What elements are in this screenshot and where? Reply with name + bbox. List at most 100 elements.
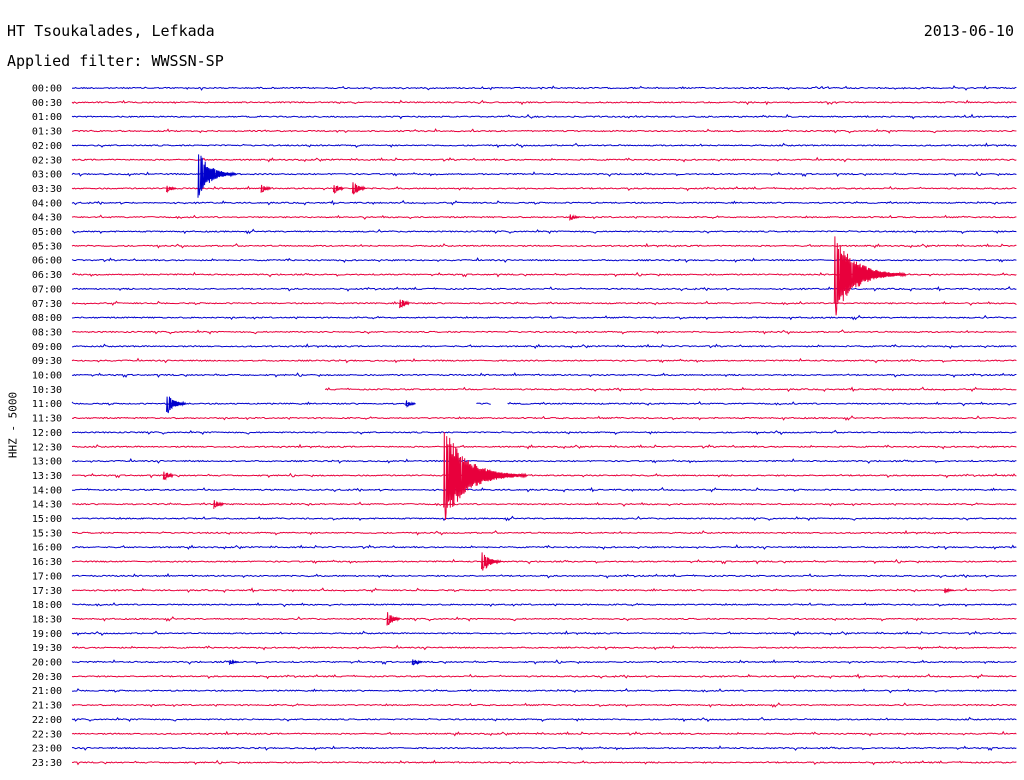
tick-label: 22:00 [32, 715, 62, 726]
seismic-event [351, 182, 366, 195]
tick-label: 13:30 [32, 471, 62, 482]
tick-label: 04:30 [32, 213, 62, 224]
tick-label: 08:00 [32, 313, 62, 324]
seismic-event [481, 552, 502, 571]
tick-label: 14:30 [32, 500, 62, 511]
trace-line [71, 630, 1017, 637]
trace-line [71, 659, 1017, 665]
seismic-event [166, 185, 177, 194]
trace-line [71, 401, 412, 406]
seismic-event [411, 659, 423, 666]
tick-label: 10:00 [32, 371, 62, 382]
trace-line [476, 402, 491, 405]
trace-line [71, 429, 1017, 436]
tick-label: 08:30 [32, 327, 62, 338]
seismic-event [833, 236, 907, 316]
tick-label: 18:30 [32, 614, 62, 625]
tick-label: 05:30 [32, 241, 62, 252]
trace-line [71, 257, 1017, 264]
tick-label: 11:00 [32, 399, 62, 410]
trace-line [71, 300, 1017, 306]
trace-line [71, 142, 1017, 149]
trace-line [71, 745, 1017, 751]
trace-line [71, 587, 1017, 593]
seismic-event [162, 471, 174, 481]
tick-label: 09:30 [32, 356, 62, 367]
trace-line [71, 242, 1017, 249]
trace-line [71, 228, 1017, 235]
tick-label: 17:30 [32, 586, 62, 597]
tick-label: 06:30 [32, 270, 62, 281]
tick-label: 19:00 [32, 629, 62, 640]
tick-label: 13:00 [32, 457, 62, 468]
trace-line [71, 602, 1017, 608]
trace-line [71, 415, 1017, 421]
seismic-event [944, 587, 955, 594]
tick-label: 02:30 [32, 155, 62, 166]
seismic-event [229, 659, 240, 665]
trace-line [324, 386, 1017, 393]
seismic-event [386, 612, 401, 626]
tick-label: 03:00 [32, 170, 62, 181]
tick-label: 04:00 [32, 198, 62, 209]
trace-line [71, 443, 1017, 450]
seismic-event [166, 396, 187, 414]
tick-label: 00:00 [32, 84, 62, 95]
tick-label: 19:30 [32, 643, 62, 654]
tick-label: 06:00 [32, 256, 62, 267]
seismic-event [332, 185, 344, 194]
trace-line [71, 285, 1017, 292]
trace-line [71, 329, 1017, 335]
trace-line [71, 458, 1017, 464]
trace-line [71, 644, 1017, 651]
filter-label: Applied filter: WWSSN-SP [7, 52, 224, 70]
trace-line [71, 759, 1017, 766]
trace-line [71, 214, 1017, 220]
tick-label: 12:00 [32, 428, 62, 439]
tick-label: 16:00 [32, 543, 62, 554]
tick-label: 22:30 [32, 729, 62, 740]
trace-line [71, 673, 1017, 680]
trace-line [71, 472, 1017, 479]
tick-label: 03:30 [32, 184, 62, 195]
trace-line [71, 486, 1017, 493]
tick-label: 18:00 [32, 600, 62, 611]
trace-line [71, 501, 1017, 507]
tick-label: 15:30 [32, 528, 62, 539]
trace-line [71, 85, 1017, 91]
tick-label: 20:30 [32, 672, 62, 683]
tick-label: 20:00 [32, 658, 62, 669]
trace-line [71, 372, 1017, 378]
tick-label: 21:30 [32, 701, 62, 712]
tick-label: 16:30 [32, 557, 62, 568]
trace-line [71, 515, 1017, 522]
tick-label: 23:30 [32, 758, 62, 769]
trace-line [71, 688, 1017, 694]
trace-line [71, 128, 1017, 134]
trace-line [71, 99, 1017, 106]
tick-label: 21:00 [32, 686, 62, 697]
trace-line [507, 401, 1017, 407]
trace-line [71, 702, 1017, 708]
seismic-event [260, 184, 272, 193]
trace-line [71, 573, 1017, 579]
tick-label: 01:30 [32, 127, 62, 138]
trace-line [71, 558, 1017, 565]
trace-line [71, 716, 1017, 723]
tick-label: 00:30 [32, 98, 62, 109]
tick-label: 11:30 [32, 414, 62, 425]
date-label: 2013-06-10 [923, 22, 1014, 40]
trace-line [71, 544, 1017, 551]
tick-label: 15:00 [32, 514, 62, 525]
tick-label: 12:30 [32, 442, 62, 453]
seismic-event [197, 154, 237, 198]
trace-line [71, 730, 1017, 737]
seismic-event [569, 214, 580, 221]
trace-line [71, 529, 1017, 536]
tick-label: 07:00 [32, 284, 62, 295]
tick-label: 23:00 [32, 744, 62, 755]
trace-line [71, 314, 1017, 321]
trace-line [71, 113, 1017, 120]
seismic-event [443, 432, 527, 520]
